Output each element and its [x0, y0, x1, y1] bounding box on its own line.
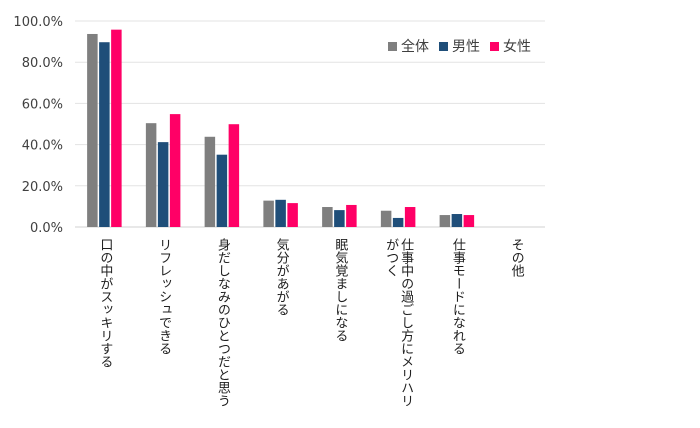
bar-女性-2	[228, 124, 240, 227]
x-tick-label: 身だしなみのひとつだと思う	[214, 238, 230, 407]
x-tick-label: 気分があがる	[273, 238, 289, 316]
y-tick-label: 0.0%	[30, 221, 63, 236]
bar-男性-6	[451, 214, 463, 227]
bar-全体-3	[263, 200, 274, 227]
bar-男性-2	[216, 154, 228, 227]
bar-女性-6	[463, 215, 475, 227]
bar-男性-4	[334, 210, 345, 227]
y-tick-label: 40.0%	[22, 139, 63, 154]
bar-全体-1	[145, 123, 157, 227]
x-tick-label: リフレッシュできる	[156, 238, 172, 355]
bar-男性-1	[157, 142, 169, 227]
bar-女性-4	[346, 204, 357, 227]
y-tick-label: 100.0%	[13, 15, 63, 30]
bar-全体-2	[204, 136, 216, 227]
legend-label: 全体	[401, 39, 429, 55]
x-tick-label: 眠気覚ましになる	[332, 238, 348, 342]
y-tick-label: 20.0%	[22, 180, 63, 195]
legend-item: 全体	[388, 36, 429, 56]
legend-label: 女性	[503, 39, 531, 55]
bar-男性-0	[99, 42, 110, 227]
bar-全体-5	[380, 210, 392, 227]
bar-女性-0	[111, 29, 122, 227]
bar-女性-5	[404, 207, 416, 227]
bar-全体-6	[439, 215, 451, 227]
legend-label: 男性	[452, 39, 480, 55]
legend-swatch	[388, 41, 397, 51]
x-tick-label: 口の中がスッキリする	[97, 238, 113, 368]
x-tick-label: 仕事中の過ごし方にメリハリ がつく	[383, 238, 414, 407]
bar-女性-3	[287, 203, 298, 227]
bar-男性-5	[392, 217, 404, 227]
legend-item: 男性	[439, 36, 480, 56]
legend-swatch	[490, 41, 499, 51]
legend-swatch	[439, 41, 448, 51]
y-tick-label: 80.0%	[22, 56, 63, 71]
x-tick-label: 仕事モードになれる	[449, 238, 465, 355]
y-tick-label: 60.0%	[22, 97, 63, 112]
legend: 全体 男性 女性	[388, 36, 531, 56]
x-tick-label: その他	[508, 238, 524, 277]
bar-女性-1	[169, 114, 181, 227]
bar-全体-0	[87, 33, 98, 228]
legend-item: 女性	[490, 36, 531, 56]
bar-男性-3	[275, 199, 286, 227]
bar-全体-4	[322, 207, 333, 227]
